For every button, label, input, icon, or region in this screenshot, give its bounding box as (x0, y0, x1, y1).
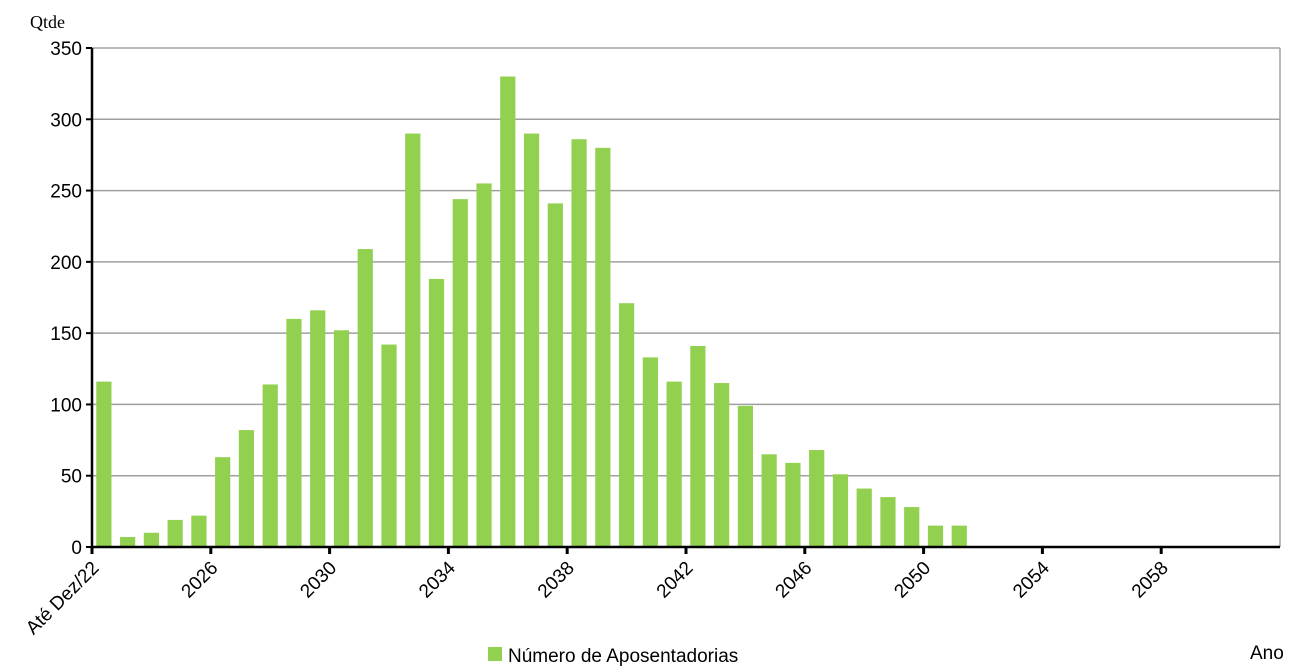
bar (642, 357, 658, 547)
x-tick-label: 2054 (1009, 557, 1054, 602)
bar (880, 497, 896, 547)
x-axis-label: Ano (1250, 643, 1284, 664)
bar (571, 139, 587, 547)
bar (737, 405, 754, 547)
bar (167, 519, 183, 547)
bar (262, 384, 278, 547)
bar (500, 76, 516, 547)
bar (215, 457, 231, 547)
x-tick-label: 2058 (1128, 558, 1173, 603)
bar (191, 515, 207, 547)
y-axis-label: Qtde (30, 12, 65, 32)
bar (310, 310, 326, 547)
bar (120, 537, 136, 547)
bar (761, 454, 777, 547)
bar (333, 330, 350, 547)
y-tick-label: 100 (50, 395, 82, 416)
bar (666, 381, 682, 547)
bar (785, 462, 801, 547)
bar (595, 147, 611, 548)
bar (832, 474, 849, 547)
bar (904, 507, 920, 547)
bar (476, 183, 492, 547)
bar (927, 525, 944, 547)
bar (856, 488, 872, 547)
y-tick-label: 350 (50, 39, 82, 60)
bar (405, 133, 421, 548)
y-tick-label: 50 (61, 467, 82, 488)
x-tick-label: 2042 (653, 558, 698, 603)
bar (690, 345, 706, 547)
bar (238, 430, 255, 547)
bar (143, 532, 160, 547)
bar (381, 344, 397, 547)
bar (714, 383, 730, 547)
bar (96, 381, 112, 547)
x-tick-label: 2030 (296, 558, 341, 603)
bar (357, 249, 373, 548)
bar (951, 525, 967, 547)
y-tick-label: 250 (50, 182, 82, 203)
bar (547, 203, 563, 547)
y-tick-label: 0 (71, 538, 82, 559)
y-tick-label: 200 (50, 253, 82, 274)
bar (452, 199, 468, 547)
bar (286, 318, 302, 547)
legend-swatch (488, 647, 502, 661)
x-tick-label: 2050 (890, 558, 935, 603)
x-tick-label: 2046 (772, 558, 817, 603)
bar (428, 278, 445, 547)
y-tick-label: 150 (50, 324, 82, 345)
bar (809, 450, 825, 547)
y-tick-label: 300 (50, 110, 82, 131)
x-tick-label: 2034 (415, 557, 460, 602)
x-tick-label: 2038 (534, 558, 579, 603)
legend-label: Número de Aposentadorias (508, 646, 738, 667)
bar (618, 303, 635, 547)
x-tick-label: 2026 (178, 558, 223, 603)
bar (523, 133, 540, 548)
x-tick-label: Até Dez/22 (22, 558, 103, 639)
